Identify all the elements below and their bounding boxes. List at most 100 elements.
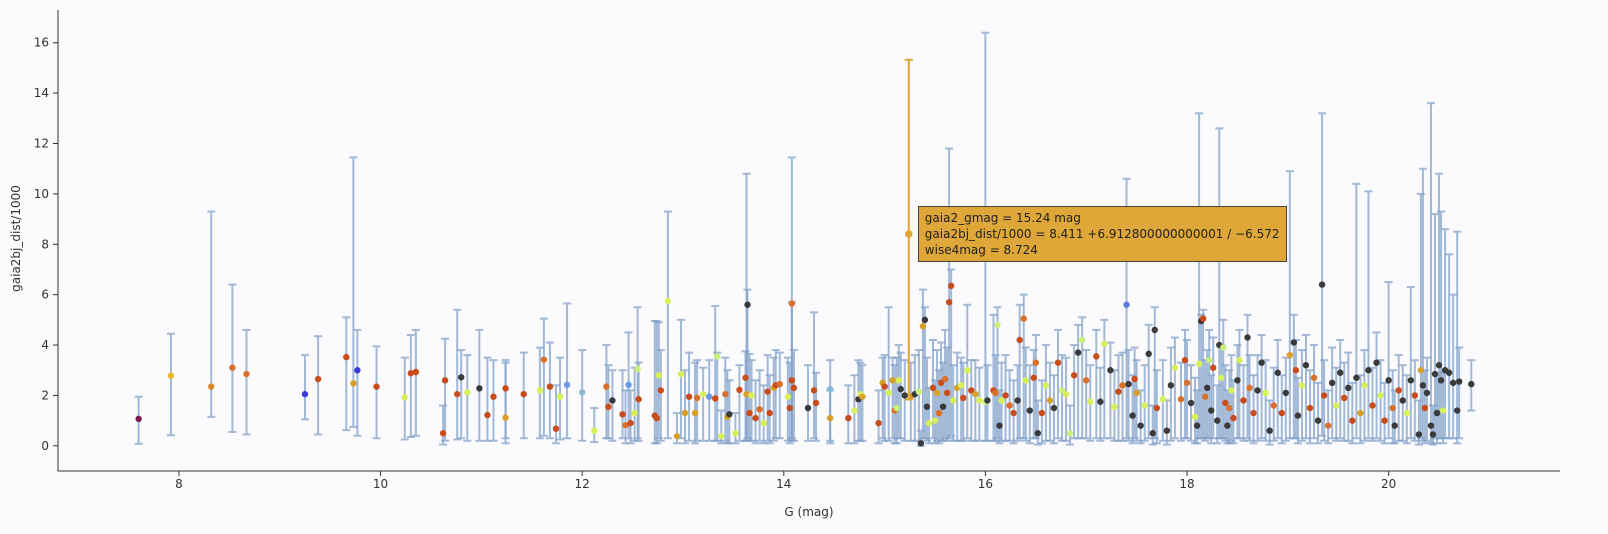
data-point — [1250, 409, 1257, 417]
data-point — [1220, 344, 1227, 351]
data-point — [1306, 404, 1314, 412]
data-point — [776, 380, 783, 388]
data-point — [1395, 387, 1402, 394]
data-point — [1083, 377, 1090, 384]
data-point — [1292, 367, 1300, 374]
data-point — [520, 390, 527, 398]
data-point — [1290, 339, 1298, 346]
data-point — [1318, 281, 1326, 288]
data-point — [919, 322, 927, 330]
data-point — [1437, 377, 1445, 384]
data-point — [1183, 379, 1191, 387]
error-bar — [1033, 399, 1042, 446]
y-axis-title: gaia2bj_dist/1000 — [9, 185, 23, 292]
error-bar — [1422, 356, 1431, 442]
error-bar — [1114, 354, 1123, 442]
error-bar — [441, 337, 450, 442]
error-bar — [896, 351, 905, 440]
error-bar — [1253, 354, 1262, 442]
data-point — [1177, 396, 1185, 403]
data-point — [490, 393, 497, 400]
data-point — [1302, 361, 1310, 369]
data-point — [552, 425, 560, 432]
data-point — [897, 385, 904, 393]
x-tick-label: 10 — [373, 477, 388, 491]
error-bar — [633, 306, 642, 440]
data-point — [1181, 356, 1189, 364]
tooltip-line-wise4mag: wise4mag = 8.724 — [924, 242, 1038, 257]
data-point — [929, 384, 937, 392]
error-bar — [1344, 351, 1353, 442]
data-point — [923, 403, 931, 410]
data-point — [1016, 336, 1023, 344]
error-bar — [1455, 346, 1464, 440]
data-point — [1294, 412, 1302, 419]
data-point — [407, 370, 415, 377]
data-point — [1244, 334, 1251, 341]
data-point — [766, 409, 773, 417]
data-point — [915, 388, 923, 395]
data-point — [893, 404, 900, 412]
x-tick-label: 16 — [978, 477, 993, 491]
data-point — [881, 383, 888, 390]
error-bar — [1449, 293, 1458, 440]
data-point — [1149, 430, 1156, 437]
error-bar — [1320, 359, 1329, 442]
data-point — [1445, 369, 1453, 376]
data-point — [706, 393, 713, 400]
data-point — [949, 397, 957, 404]
data-point — [1349, 417, 1356, 424]
data-point — [1270, 402, 1277, 409]
data-point — [1361, 382, 1368, 389]
data-point — [1111, 403, 1118, 410]
data-points — [135, 281, 1475, 447]
error-bar — [626, 389, 635, 445]
data-point — [631, 409, 638, 417]
x-tick-label: 12 — [575, 477, 590, 491]
error-bar — [1352, 182, 1361, 440]
data-point — [1159, 396, 1167, 403]
error-bar — [652, 320, 661, 445]
data-point — [1429, 431, 1437, 438]
error-bar — [1265, 399, 1274, 446]
data-point — [1403, 409, 1410, 417]
data-point — [1365, 367, 1372, 374]
error-bar — [735, 364, 744, 442]
data-point — [1054, 359, 1062, 366]
data-point — [412, 368, 420, 376]
data-point — [681, 409, 689, 417]
data-point — [1014, 397, 1021, 404]
data-point — [1050, 404, 1058, 412]
error-bar — [1364, 190, 1373, 440]
data-point — [1324, 422, 1332, 429]
highlighted-point[interactable] — [904, 58, 913, 401]
error-bar — [166, 332, 175, 437]
data-point — [996, 422, 1003, 429]
data-point — [968, 387, 975, 394]
data-point — [1205, 356, 1213, 364]
data-point — [653, 414, 660, 422]
data-point — [1058, 387, 1066, 394]
data-point — [1030, 374, 1037, 381]
data-point — [354, 367, 361, 374]
data-point — [1087, 398, 1094, 405]
data-point — [712, 395, 719, 402]
data-point — [1125, 380, 1132, 388]
data-point — [1369, 402, 1376, 409]
error-bar — [1324, 389, 1333, 445]
data-point — [1191, 413, 1199, 421]
data-point — [1333, 402, 1340, 409]
data-point — [1129, 412, 1136, 419]
data-point — [314, 375, 322, 383]
data-point — [1093, 353, 1100, 360]
error-bar — [483, 356, 492, 442]
data-point — [591, 427, 598, 434]
data-point — [343, 353, 350, 361]
x-tick-label: 20 — [1381, 477, 1396, 491]
data-point — [941, 375, 949, 383]
data-point — [746, 409, 753, 417]
data-point — [605, 403, 612, 410]
data-point — [732, 430, 739, 437]
data-point — [895, 377, 902, 384]
data-point — [1274, 369, 1281, 376]
